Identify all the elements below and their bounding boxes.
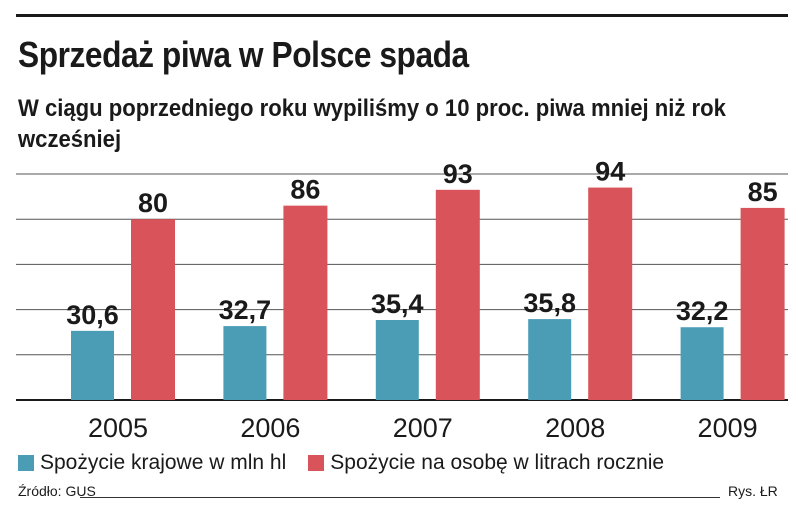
x-tick-label: 2007 — [393, 413, 453, 443]
data-label: 32,2 — [676, 296, 729, 326]
data-label: 94 — [595, 157, 625, 187]
data-label: 35,4 — [371, 289, 424, 319]
bar-per-capita-2008 — [588, 187, 633, 400]
data-label: 35,8 — [523, 288, 576, 318]
bar-national-2006 — [223, 326, 267, 400]
credit-note: Rys. ŁR — [728, 483, 778, 499]
data-label: 93 — [443, 159, 473, 189]
x-tick-label: 2005 — [88, 413, 148, 443]
legend-label-national: Spożycie krajowe w mln hl — [40, 451, 287, 474]
chart-subtitle: W ciągu poprzedniego roku wypiliśmy o 10… — [18, 95, 726, 153]
legend-label-per-capita: Spożycie na osobę w litrach rocznie — [330, 451, 665, 474]
top-rule — [16, 14, 788, 17]
legend-swatch-national — [18, 455, 34, 471]
bar-national-2005 — [71, 330, 114, 400]
bar-chart: 30,6 80 2005 32,7 86 2006 35,4 93 2007 35,8 94 2008… — [16, 157, 788, 443]
chart-title: Sprzedaż piwa w Polsce spada — [18, 34, 469, 75]
bar-per-capita-2009 — [740, 207, 785, 400]
footer-rule — [80, 497, 720, 498]
legend: Spożycie krajowe w mln hl Spożycie na os… — [18, 451, 664, 475]
data-label: 32,7 — [219, 295, 272, 325]
x-tick-label: 2008 — [545, 413, 605, 443]
bar-per-capita-2005 — [131, 219, 175, 400]
data-label: 85 — [748, 177, 778, 207]
bar-per-capita-2007 — [435, 189, 480, 400]
legend-swatch-per-capita — [308, 455, 325, 471]
bar-national-2009 — [680, 327, 724, 400]
x-tick-label: 2009 — [698, 413, 758, 443]
bar-national-2007 — [375, 319, 419, 400]
source-note: Źródło: GUS — [18, 483, 96, 499]
data-label: 80 — [138, 188, 168, 218]
bar-national-2008 — [528, 319, 572, 400]
data-label: 86 — [290, 175, 320, 205]
x-tick-label: 2006 — [240, 413, 300, 443]
bar-per-capita-2006 — [283, 205, 328, 400]
legend-item-national: Spożycie krajowe w mln hl — [18, 451, 286, 475]
legend-item-per-capita: Spożycie na osobę w litrach rocznie — [308, 451, 664, 475]
data-label: 30,6 — [66, 300, 119, 330]
